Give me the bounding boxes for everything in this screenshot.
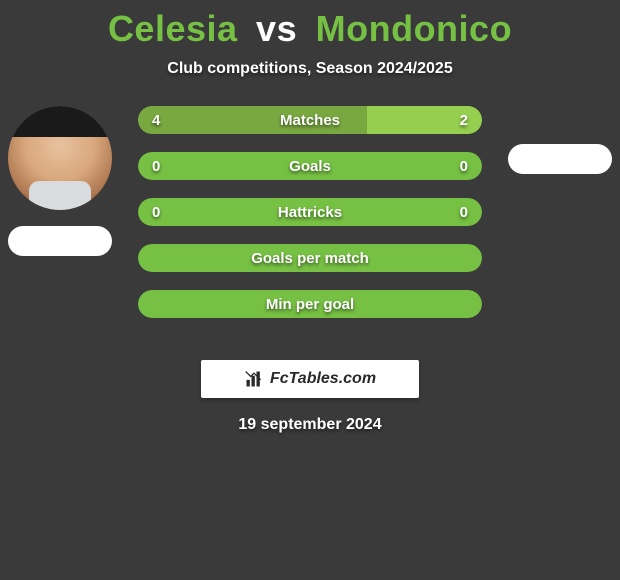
player2-club-badge (508, 144, 612, 174)
stat-label: Matches (138, 106, 482, 134)
stat-value-right: 2 (446, 106, 482, 134)
watermark-text: FcTables.com (270, 370, 376, 388)
stat-value-left: 4 (138, 106, 174, 134)
comparison-content: Matches42Goals00Hattricks00Goals per mat… (0, 106, 620, 346)
bar-chart-icon (244, 369, 264, 389)
player2-name: Mondonico (316, 8, 512, 49)
stat-value-right: 0 (446, 152, 482, 180)
stat-label: Hattricks (138, 198, 482, 226)
stat-label: Goals (138, 152, 482, 180)
season-subtitle: Club competitions, Season 2024/2025 (0, 60, 620, 78)
stat-row: Goals0 0 (138, 152, 482, 180)
stat-row: Goals per match (138, 244, 482, 272)
stat-row: Min per goal (138, 290, 482, 318)
stat-value-left: 0 (138, 152, 174, 180)
player1-avatar (8, 106, 112, 210)
snapshot-date: 19 september 2024 (0, 416, 620, 434)
vs-separator: vs (256, 8, 297, 49)
stat-row: Hattricks0 0 (138, 198, 482, 226)
comparison-title: Celesia vs Mondonico (0, 0, 620, 50)
stat-label: Min per goal (138, 290, 482, 318)
player1-name: Celesia (108, 8, 238, 49)
avatar-face-icon (8, 106, 112, 210)
stat-row: Matches4 2 (138, 106, 482, 134)
watermark: FcTables.com (201, 360, 419, 398)
stat-label: Goals per match (138, 244, 482, 272)
stat-value-left: 0 (138, 198, 174, 226)
stat-value-right: 0 (446, 198, 482, 226)
stat-bars: Matches42Goals00Hattricks00Goals per mat… (138, 106, 482, 336)
player1-club-badge (8, 226, 112, 256)
